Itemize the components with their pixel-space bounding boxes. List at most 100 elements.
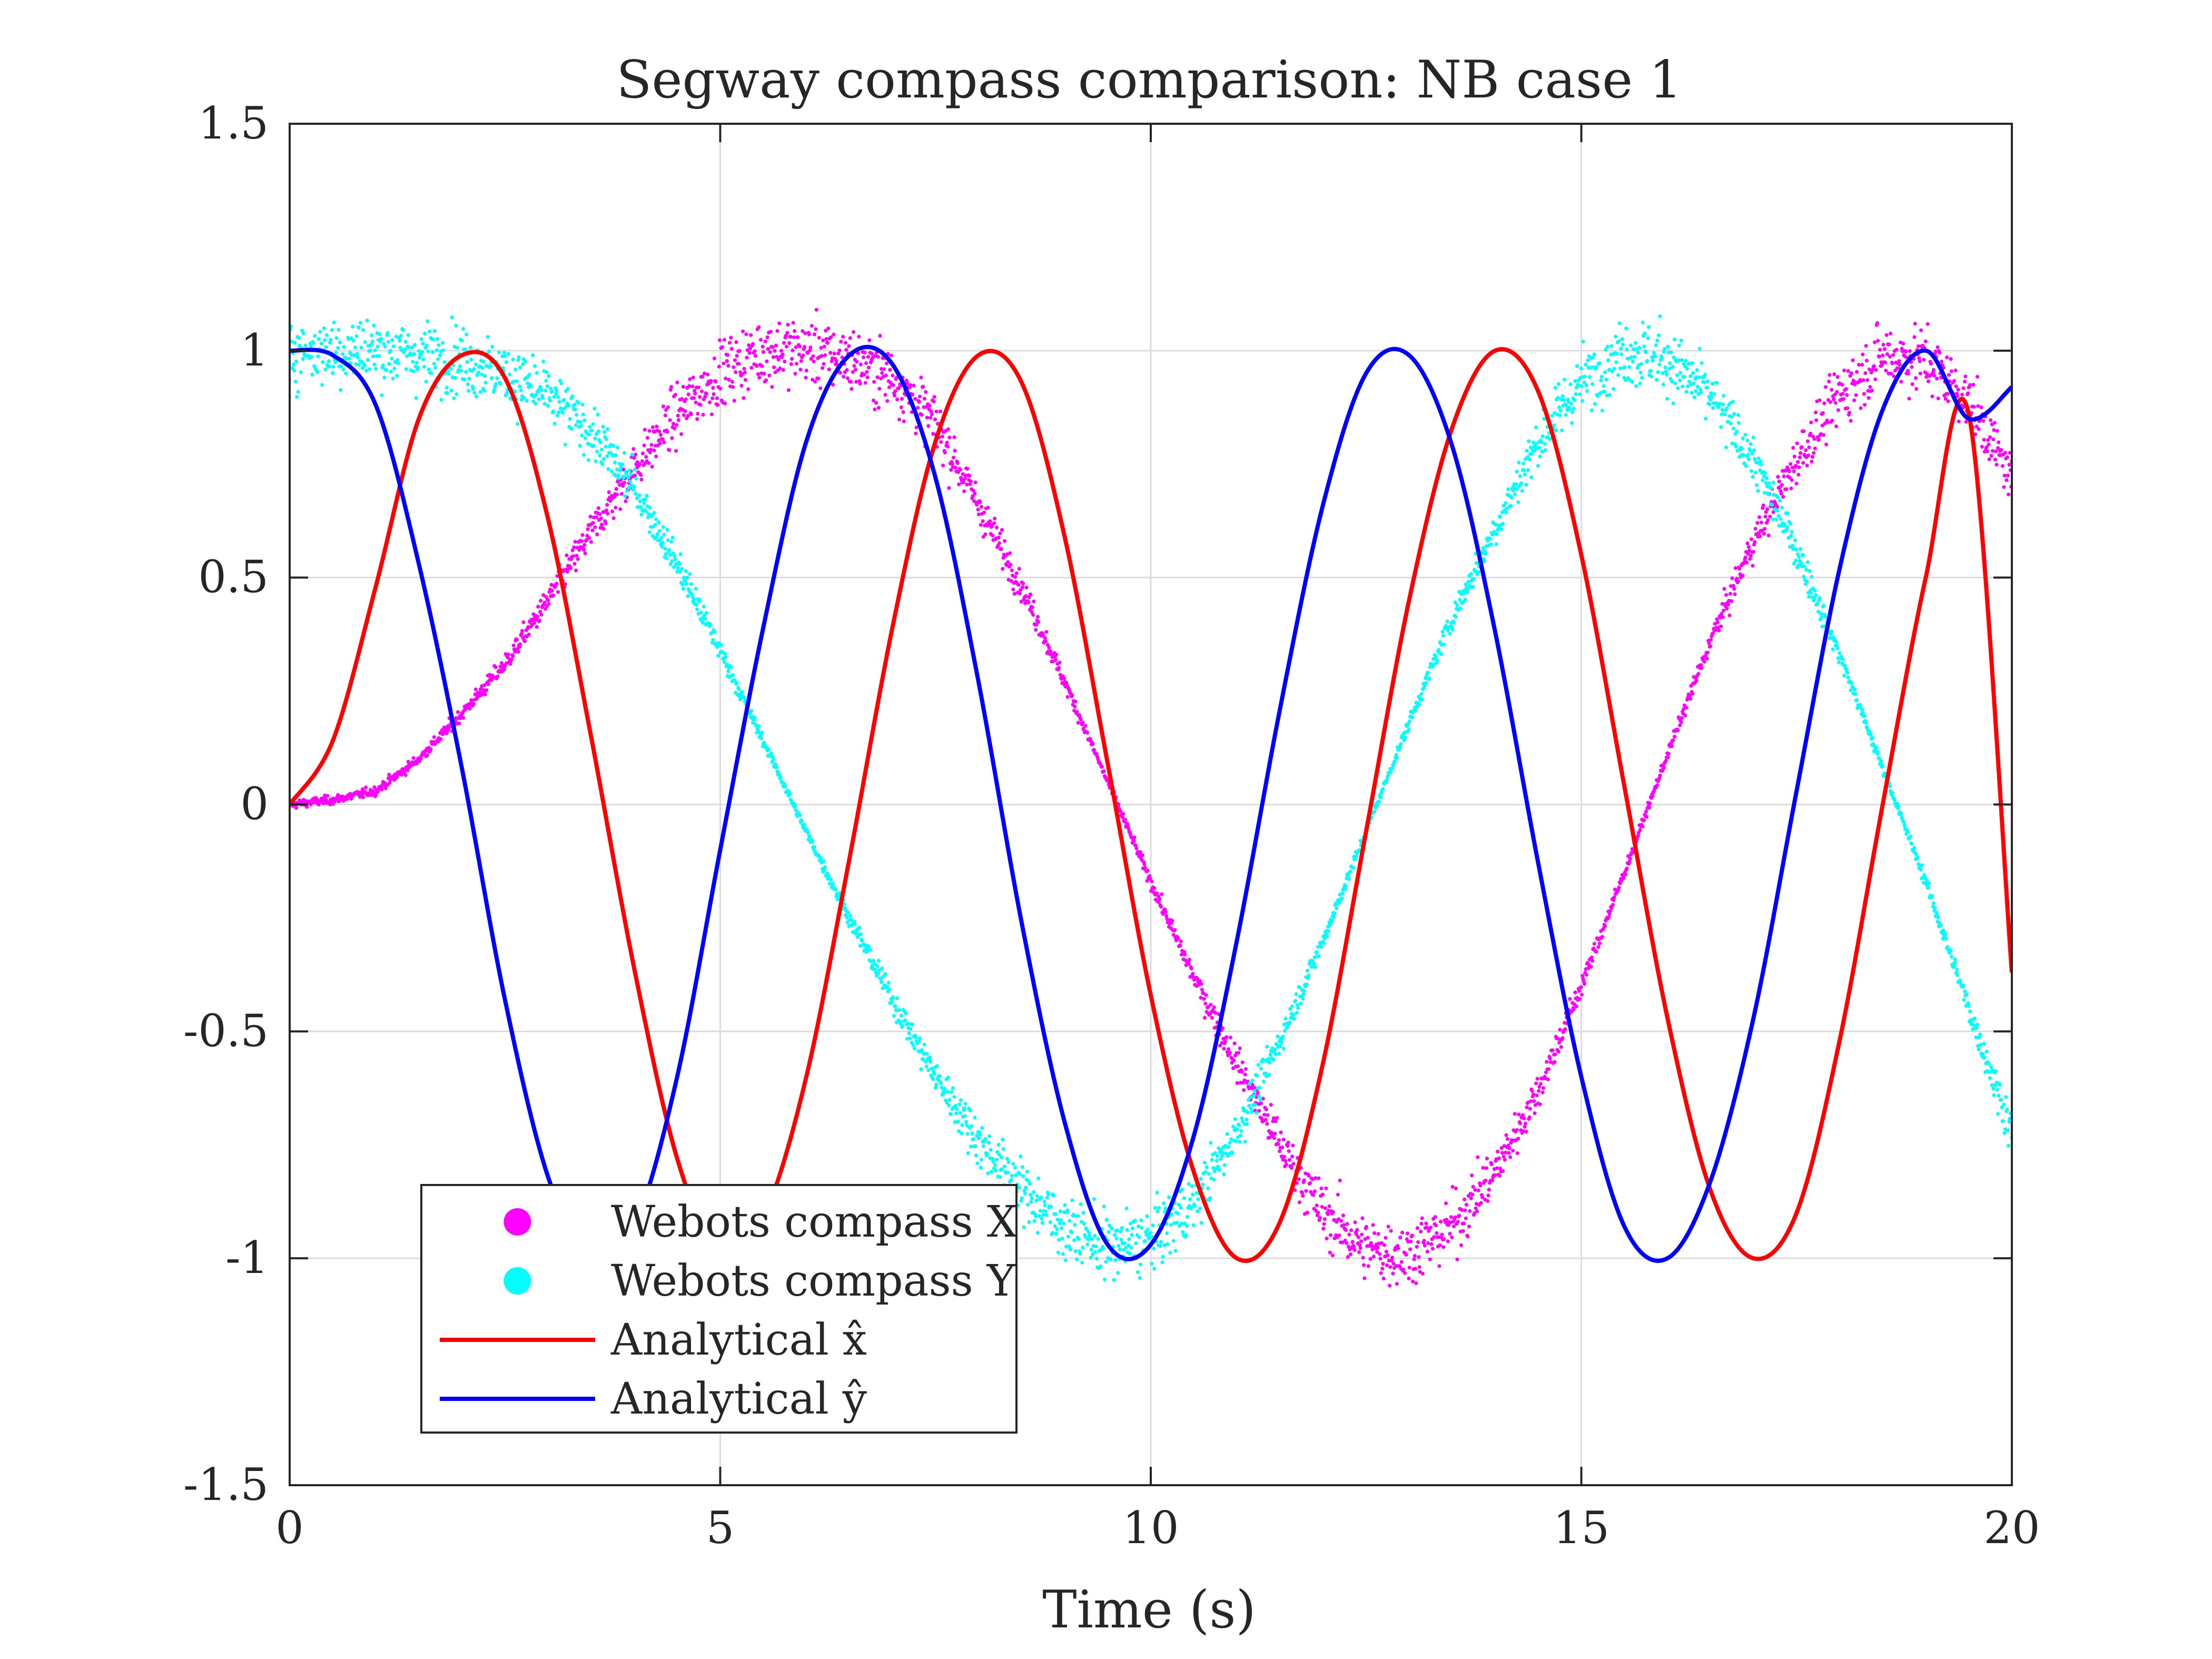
data-point (1272, 1136, 1277, 1140)
data-point (1504, 1133, 1508, 1137)
data-point (1288, 1007, 1292, 1011)
data-point (1463, 588, 1467, 592)
data-point (1528, 1107, 1532, 1111)
data-point (1427, 676, 1431, 680)
data-point (1150, 1261, 1154, 1266)
data-point (885, 399, 890, 403)
data-point (1009, 562, 1013, 567)
data-point (542, 600, 547, 605)
data-point (415, 762, 419, 766)
data-point (821, 366, 825, 370)
data-point (1361, 1263, 1366, 1267)
data-point (498, 382, 502, 386)
data-point (1749, 554, 1753, 558)
data-point (1019, 1154, 1023, 1159)
data-point (819, 346, 823, 350)
data-point (1579, 985, 1583, 990)
data-point (521, 620, 526, 625)
data-point (567, 403, 571, 408)
data-point (1705, 656, 1709, 661)
data-point (911, 1043, 915, 1047)
data-point (1667, 367, 1672, 371)
data-point (654, 517, 658, 521)
data-point (934, 409, 939, 413)
data-point (1229, 1035, 1233, 1040)
data-point (1252, 1089, 1257, 1093)
data-point (534, 401, 538, 406)
data-point (1527, 439, 1531, 443)
data-point (729, 347, 734, 351)
data-point (1651, 794, 1655, 798)
data-point (372, 323, 376, 328)
data-point (1053, 1224, 1057, 1228)
data-point (1408, 1247, 1413, 1251)
data-point (421, 357, 426, 362)
data-point (1472, 577, 1476, 581)
data-point (1666, 752, 1671, 756)
data-point (1996, 446, 2000, 450)
data-point (1170, 919, 1174, 923)
data-point (1579, 367, 1583, 371)
data-point (1807, 595, 1811, 599)
data-point (675, 569, 679, 574)
data-point (757, 376, 762, 380)
data-point (1945, 355, 1949, 360)
data-point (855, 360, 859, 364)
data-point (554, 392, 558, 396)
data-point (1159, 1240, 1163, 1244)
data-point (748, 347, 752, 351)
data-point (1694, 678, 1698, 683)
data-point (1230, 1151, 1235, 1156)
data-point (421, 341, 425, 345)
data-point (426, 753, 430, 757)
data-point (1396, 1246, 1400, 1251)
data-point (1053, 658, 1058, 662)
data-point (1157, 900, 1161, 904)
data-point (1395, 1282, 1399, 1286)
data-point (682, 413, 686, 417)
data-point (1409, 1239, 1413, 1243)
data-point (1957, 419, 1961, 423)
data-point (1353, 1220, 1357, 1224)
data-point (1306, 1211, 1310, 1215)
data-point (971, 488, 975, 493)
data-point (1733, 566, 1737, 570)
data-point (427, 330, 432, 334)
data-point (676, 566, 680, 570)
data-point (991, 1157, 995, 1161)
data-point (471, 387, 476, 391)
data-point (299, 370, 303, 374)
data-point (429, 371, 433, 376)
data-point (806, 351, 810, 355)
data-point (681, 587, 685, 591)
data-point (580, 533, 585, 537)
data-point (1445, 619, 1449, 624)
data-point (1247, 1098, 1251, 1102)
data-point (1146, 1228, 1150, 1232)
data-point (1533, 1111, 1537, 1115)
data-point (626, 476, 630, 480)
data-point (846, 911, 851, 915)
data-point (1883, 360, 1888, 364)
data-point (1805, 580, 1809, 584)
data-point (1439, 652, 1444, 656)
data-point (1794, 481, 1799, 486)
data-point (1042, 1200, 1046, 1204)
data-point (1828, 400, 1832, 404)
data-point (515, 637, 519, 642)
data-point (541, 396, 545, 400)
data-point (1890, 361, 1895, 366)
data-point (1933, 349, 1938, 353)
data-point (1458, 598, 1462, 602)
data-point (1094, 1245, 1098, 1249)
data-point (366, 358, 370, 362)
data-point (1625, 866, 1629, 871)
data-point (1556, 396, 1560, 400)
data-point (1525, 1105, 1529, 1110)
data-point (1404, 1252, 1408, 1257)
data-point (1424, 1221, 1428, 1226)
data-point (957, 1129, 961, 1133)
data-point (1680, 358, 1684, 362)
data-point (911, 392, 915, 397)
data-point (1388, 1283, 1392, 1288)
